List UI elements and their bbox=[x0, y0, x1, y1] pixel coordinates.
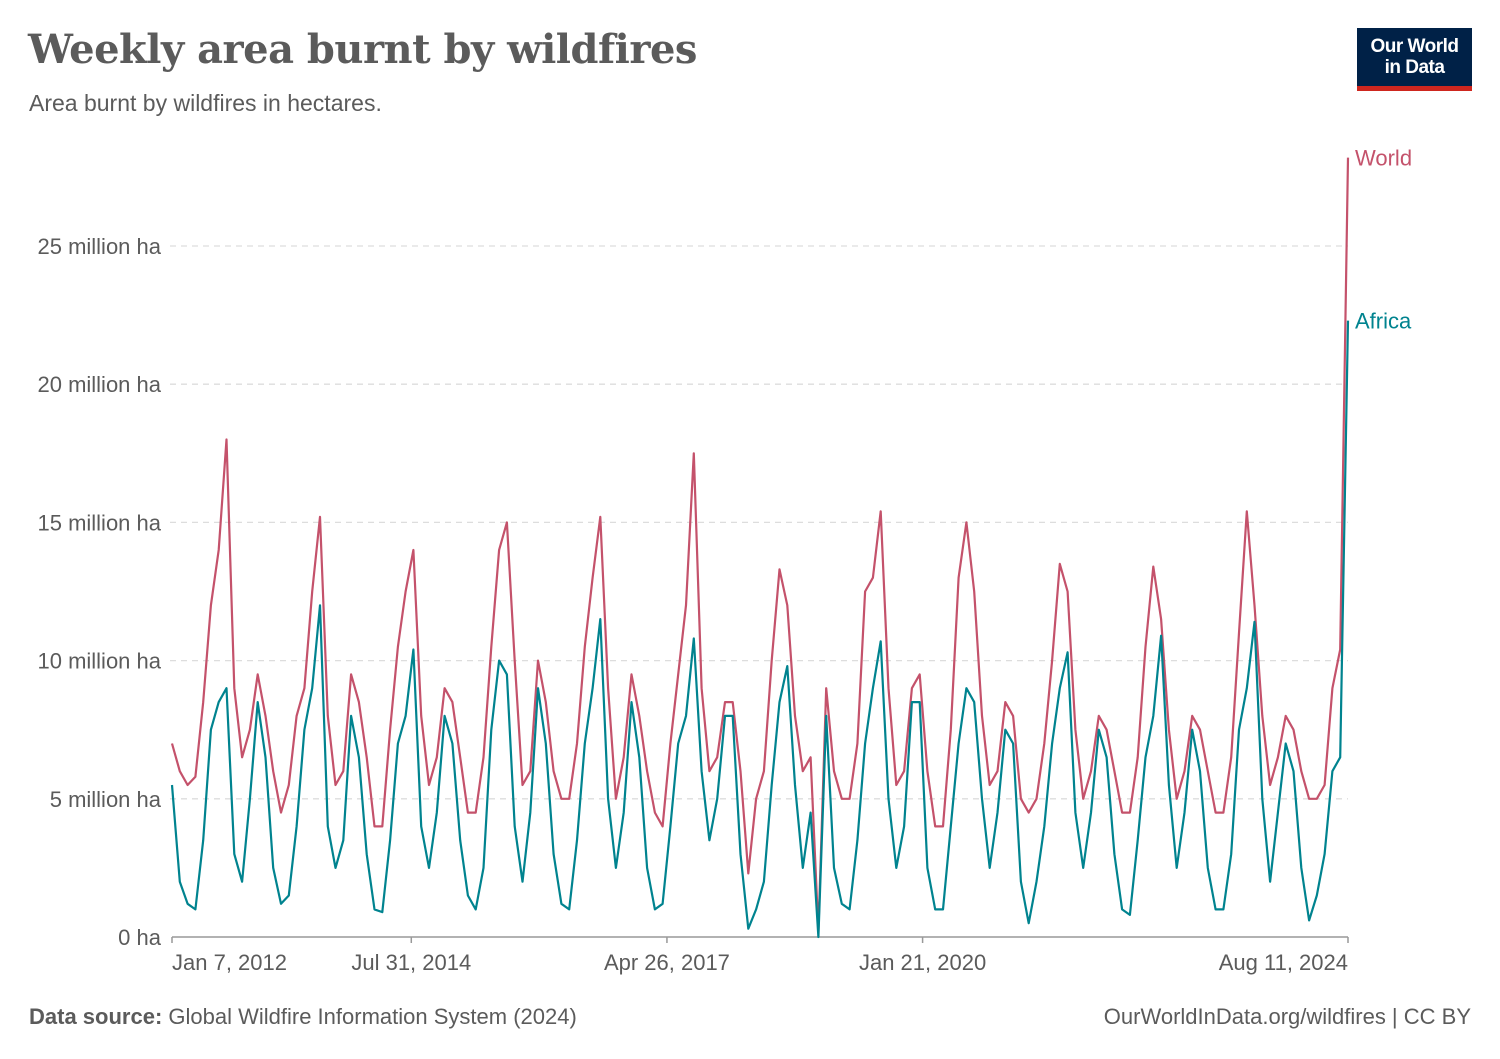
x-tick-label: Jan 7, 2012 bbox=[172, 950, 287, 975]
y-tick-label: 10 million ha bbox=[37, 649, 161, 674]
logo-line-1: Our World bbox=[1370, 36, 1459, 57]
logo-line-2: in Data bbox=[1384, 57, 1445, 78]
chart-title: Weekly area burnt by wildfires bbox=[28, 26, 697, 73]
chart-subtitle: Area burnt by wildfires in hectares. bbox=[29, 90, 382, 116]
data-source-label: Data source: bbox=[29, 1004, 163, 1029]
data-source: Data source: Global Wildfire Information… bbox=[29, 1004, 577, 1030]
y-tick-label: 25 million ha bbox=[37, 234, 161, 259]
x-tick-label: Aug 11, 2024 bbox=[1219, 950, 1348, 975]
logo-accent-bar bbox=[1357, 86, 1472, 91]
owid-logo[interactable]: Our World in Data bbox=[1357, 28, 1472, 91]
data-source-text: Global Wildfire Information System (2024… bbox=[168, 1004, 577, 1029]
series-line-world bbox=[170, 157, 1350, 933]
y-tick-label: 20 million ha bbox=[37, 372, 161, 397]
x-tick-label: Apr 26, 2017 bbox=[604, 950, 730, 975]
series-line-africa bbox=[170, 320, 1350, 939]
x-tick-label: Jul 31, 2014 bbox=[351, 950, 471, 975]
series-label-world: World bbox=[1355, 146, 1412, 171]
series-label-africa: Africa bbox=[1355, 309, 1412, 334]
x-tick-label: Jan 21, 2020 bbox=[859, 950, 986, 975]
y-tick-label: 0 ha bbox=[118, 925, 162, 950]
y-tick-label: 15 million ha bbox=[37, 510, 161, 535]
y-tick-label: 5 million ha bbox=[50, 787, 162, 812]
source-url-license[interactable]: OurWorldInData.org/wildfires | CC BY bbox=[1103, 1004, 1471, 1029]
